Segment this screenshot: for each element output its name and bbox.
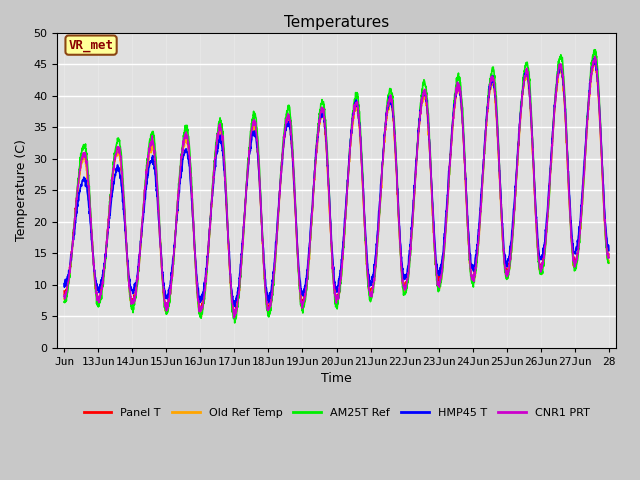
HMP45 T bbox=[60, 281, 68, 287]
Old Ref Temp bbox=[598, 155, 605, 161]
CNR1 PRT bbox=[369, 284, 377, 290]
AM25T Ref bbox=[60, 299, 68, 305]
Panel T bbox=[369, 281, 377, 287]
Panel T bbox=[115, 146, 122, 152]
Old Ref Temp bbox=[605, 258, 612, 264]
Old Ref Temp bbox=[60, 296, 68, 302]
Old Ref Temp bbox=[369, 284, 377, 290]
Old Ref Temp bbox=[500, 263, 508, 268]
HMP45 T bbox=[369, 272, 377, 278]
Line: HMP45 T: HMP45 T bbox=[64, 59, 609, 307]
HMP45 T bbox=[232, 297, 240, 303]
HMP45 T bbox=[605, 248, 612, 253]
CNR1 PRT bbox=[232, 307, 240, 313]
X-axis label: Time: Time bbox=[321, 372, 352, 385]
CNR1 PRT bbox=[598, 150, 605, 156]
CNR1 PRT bbox=[60, 294, 68, 300]
HMP45 T bbox=[500, 251, 508, 257]
Line: AM25T Ref: AM25T Ref bbox=[64, 50, 609, 323]
Text: VR_met: VR_met bbox=[68, 38, 113, 52]
Panel T bbox=[60, 288, 68, 294]
CNR1 PRT bbox=[605, 254, 612, 260]
Panel T bbox=[531, 204, 539, 210]
CNR1 PRT bbox=[531, 202, 539, 207]
AM25T Ref bbox=[369, 289, 377, 295]
HMP45 T bbox=[590, 56, 598, 61]
Y-axis label: Temperature (C): Temperature (C) bbox=[15, 139, 28, 241]
Title: Temperatures: Temperatures bbox=[284, 15, 389, 30]
AM25T Ref bbox=[500, 263, 508, 268]
Panel T bbox=[591, 55, 598, 60]
CNR1 PRT bbox=[500, 261, 508, 267]
Old Ref Temp bbox=[115, 151, 122, 156]
HMP45 T bbox=[598, 145, 605, 151]
Panel T bbox=[605, 251, 612, 257]
HMP45 T bbox=[115, 168, 122, 173]
HMP45 T bbox=[231, 304, 239, 310]
AM25T Ref bbox=[232, 314, 240, 320]
HMP45 T bbox=[531, 196, 539, 202]
Old Ref Temp bbox=[590, 59, 598, 65]
Legend: Panel T, Old Ref Temp, AM25T Ref, HMP45 T, CNR1 PRT: Panel T, Old Ref Temp, AM25T Ref, HMP45 … bbox=[79, 404, 594, 423]
AM25T Ref bbox=[115, 137, 122, 143]
AM25T Ref bbox=[231, 320, 239, 326]
CNR1 PRT bbox=[115, 144, 122, 150]
CNR1 PRT bbox=[591, 53, 599, 59]
Panel T bbox=[230, 314, 238, 320]
Old Ref Temp bbox=[232, 309, 240, 314]
AM25T Ref bbox=[598, 147, 605, 153]
Line: Panel T: Panel T bbox=[64, 58, 609, 317]
AM25T Ref bbox=[605, 260, 612, 266]
Old Ref Temp bbox=[231, 316, 239, 322]
CNR1 PRT bbox=[230, 315, 238, 321]
AM25T Ref bbox=[591, 47, 598, 53]
Old Ref Temp bbox=[531, 207, 539, 213]
Line: CNR1 PRT: CNR1 PRT bbox=[64, 56, 609, 318]
Panel T bbox=[598, 153, 605, 158]
AM25T Ref bbox=[531, 200, 539, 206]
Panel T bbox=[232, 306, 240, 312]
Panel T bbox=[500, 258, 508, 264]
Line: Old Ref Temp: Old Ref Temp bbox=[64, 62, 609, 319]
